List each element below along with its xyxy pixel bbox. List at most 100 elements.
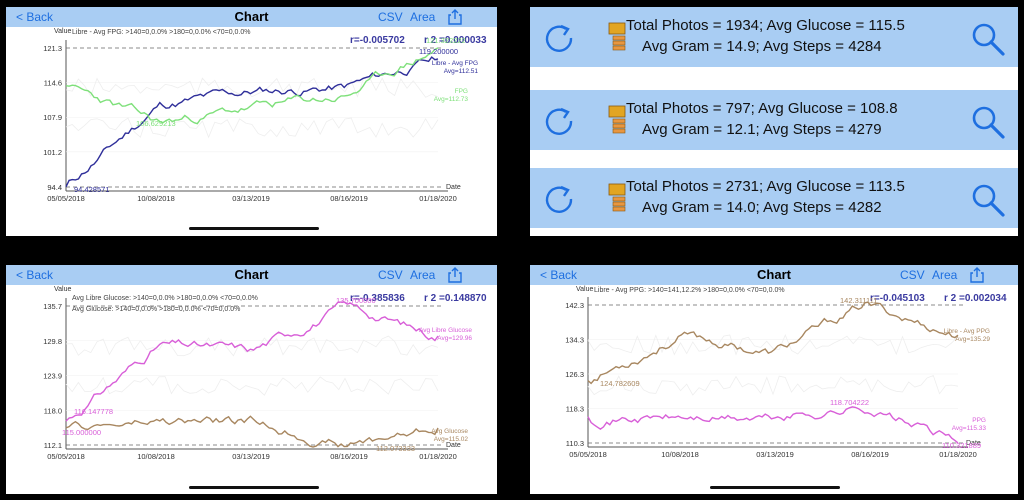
navigation-bar: < Back Chart CSV Area [6,7,497,27]
x-tick-label: 10/08/2018 [137,194,175,203]
series-label: FPG [455,88,468,95]
stats-line-photos: Total Photos = 2731; Avg Glucose = 113.5 [626,178,905,195]
r-value: r=-0.005702 [350,35,405,46]
area-button[interactable]: Area [410,10,436,24]
x-axis-label: Date [446,184,461,191]
share-icon[interactable] [970,267,984,283]
refresh-icon[interactable] [542,21,576,55]
data-annotation: 116.147778 [74,407,113,416]
background-trace [587,374,959,396]
nav-title: Chart [757,267,791,282]
y-tick-label: 110.3 [566,439,584,448]
search-icon[interactable] [970,182,1006,218]
r-squared-value: r 2 =0.148870 [424,293,487,304]
stats-line-gram: Avg Gram = 12.1; Avg Steps = 4279 [642,121,882,138]
folder-list-icon [608,183,626,212]
series-line [587,406,959,444]
series-average: Avg=115.02 [434,436,469,443]
series-average: Avg=135.29 [955,336,990,343]
x-axis-label: Date [966,440,981,447]
chart-panel-ppg: < Back Chart CSV Area Value Date Libre - A… [530,265,1018,494]
y-tick-label: 121.3 [43,44,62,53]
glucose-chart: Value Date Avg Libre Glucose: >140=0,0.0% … [43,286,487,461]
background-trace [65,376,439,396]
share-icon[interactable] [448,267,462,283]
stats-line-photos: Total Photos = 797; Avg Glucose = 108.8 [626,100,898,117]
back-button[interactable]: < Back [16,268,54,282]
data-annotation: 142.311111 [840,296,877,305]
search-icon[interactable] [970,21,1006,57]
back-button[interactable]: < Back [540,268,578,282]
y-tick-label: 123.9 [43,372,62,381]
ppg-chart: Value Date Libre - Avg PPG: >140=141,12.2%… [565,286,1007,459]
area-button[interactable]: Area [932,268,958,282]
x-tick-label: 01/18/2020 [419,452,457,461]
stats-line-gram: Avg Gram = 14.0; Avg Steps = 4282 [642,199,882,216]
x-tick-label: 08/16/2019 [330,452,368,461]
legend-text: Avg Glucose: >140=0,0.0% >180=0,0.0% <70… [72,306,240,313]
csv-button[interactable]: CSV [900,268,925,282]
nav-title: Chart [234,267,269,282]
data-annotation: 106.629213 [136,119,176,128]
legend-text: Libre - Avg PPG: >140=141,12.2% >180=0,0… [594,287,785,294]
y-tick-label: 135.7 [43,302,62,311]
series-label: Avg Libre Glucose [419,327,472,334]
refresh-icon[interactable] [542,182,576,216]
share-icon[interactable] [448,9,462,25]
home-indicator [189,486,319,489]
x-tick-label: 05/05/2018 [47,194,85,203]
x-tick-label: 08/16/2019 [330,194,368,203]
y-tick-label: 118.3 [566,405,584,414]
series-label: PPG [972,417,986,424]
search-icon[interactable] [970,104,1006,140]
data-annotation: 135.700000 [336,296,376,305]
x-tick-label: 01/18/2020 [419,194,457,203]
series-line [587,301,959,385]
legend-text: Avg Libre Glucose: >140=0,0.0% >180=0,0.… [72,295,258,302]
series-line [65,56,439,188]
fpg-chart: Value Date Libre - Avg FPG: >140=0,0.0% >1… [43,28,487,203]
chart-panel-glucose: < Back Chart CSV Area Value Date Avg Libre… [6,265,497,494]
legend-text: Libre - Avg FPG: >140=0,0.0% >180=0,0.0%… [72,29,251,36]
home-indicator [189,227,319,230]
stats-line-gram: Avg Gram = 14.9; Avg Steps = 4284 [642,38,882,55]
x-tick-label: 08/16/2019 [851,450,889,459]
r-squared-value: r 2 =0.002034 [944,293,1007,304]
background-trace [65,77,439,99]
csv-button[interactable]: CSV [378,10,403,24]
series-label: Libre - Avg PPG [944,328,991,335]
data-annotation: 112.073333 [376,444,415,453]
chart-panel-fpg: < Back Chart CSV Area Value Date Libre - A… [6,7,497,236]
x-tick-label: 05/05/2018 [47,452,85,461]
home-indicator [710,486,840,489]
folder-list-icon [608,22,626,51]
x-tick-label: 03/13/2019 [232,194,270,203]
series-line [65,47,439,125]
back-button[interactable]: < Back [16,10,54,24]
folder-list-icon [608,105,626,134]
area-button[interactable]: Area [410,268,436,282]
y-tick-label: 129.8 [43,337,62,346]
series-average: Avg=112.51 [444,68,479,75]
y-tick-label: 112.1 [44,441,62,450]
data-annotation: 94.428571 [74,185,109,194]
x-tick-label: 10/08/2018 [137,452,175,461]
y-tick-label: 101.2 [43,148,62,157]
r-squared-value: r 2 =0.000033 [424,35,487,46]
r-value: r=-0.385836 [350,293,405,304]
csv-button[interactable]: CSV [378,268,403,282]
data-annotation: 110.321889 [942,441,981,450]
data-annotation: 115.000000 [62,428,101,437]
refresh-icon[interactable] [542,104,576,138]
y-tick-label: 126.3 [565,370,584,379]
navigation-bar: < Back Chart CSV Area [530,265,1018,285]
navigation-bar: < Back Chart CSV Area [6,265,497,285]
stats-row: Total Photos = 797; Avg Glucose = 108.8 … [530,90,1018,150]
y-tick-label: 107.9 [43,113,62,122]
stats-row: Total Photos = 1934; Avg Glucose = 115.5… [530,7,1018,67]
y-axis-label: Value [576,286,593,293]
data-annotation: 118.704222 [830,398,869,407]
y-axis-label: Value [54,28,71,35]
y-tick-label: 134.3 [565,336,584,345]
r-value: r=-0.045103 [870,293,925,304]
